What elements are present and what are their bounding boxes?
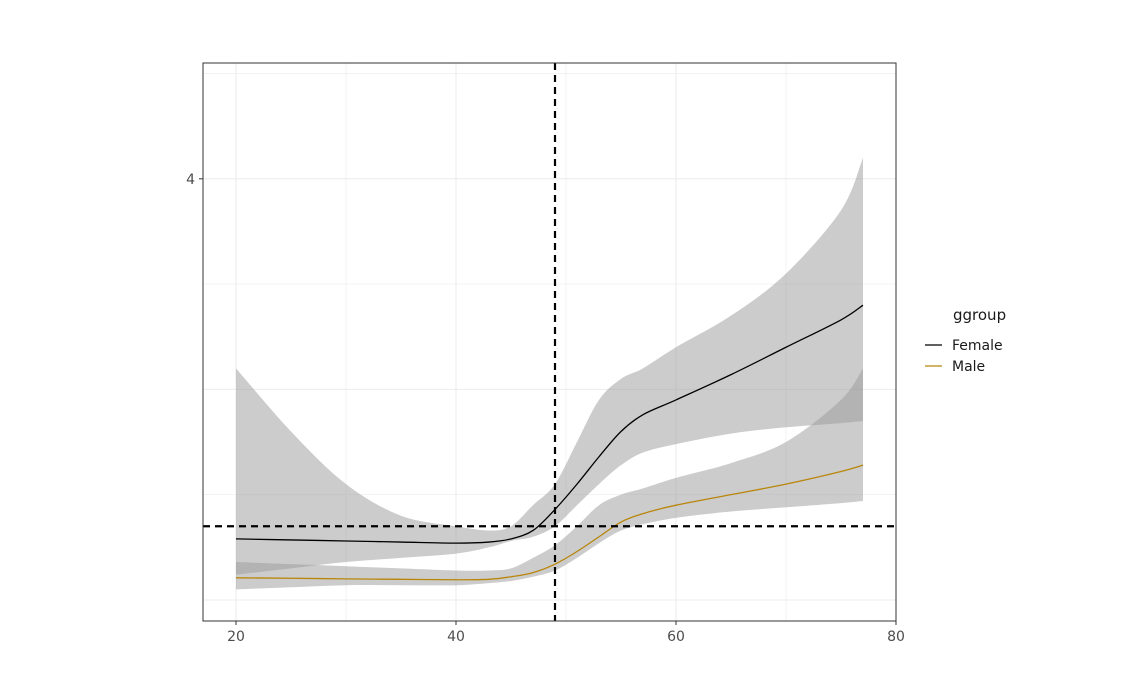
legend-items: Female Male xyxy=(925,338,1003,375)
legend: ggroup Female Male xyxy=(925,306,1006,375)
confidence-band-male xyxy=(236,368,863,590)
x-tick-label: 60 xyxy=(667,629,685,645)
plot-panel-border xyxy=(202,62,897,622)
series-line-male xyxy=(235,464,864,581)
y-tick-label: 4 xyxy=(186,172,195,188)
x-tick-label: 40 xyxy=(447,629,465,645)
confidence-bands xyxy=(236,157,863,590)
confidence-band-female xyxy=(236,157,863,575)
axes: 20 40 60 80 4 xyxy=(186,172,905,645)
x-tick-label: 80 xyxy=(887,629,905,645)
series-line-female xyxy=(235,304,864,544)
series-lines xyxy=(235,304,864,581)
legend-label-female: Female xyxy=(952,338,1003,354)
reference-lines xyxy=(203,63,896,621)
legend-title: ggroup xyxy=(953,306,1006,324)
legend-label-male: Male xyxy=(952,359,985,375)
x-tick-label: 20 xyxy=(227,629,245,645)
